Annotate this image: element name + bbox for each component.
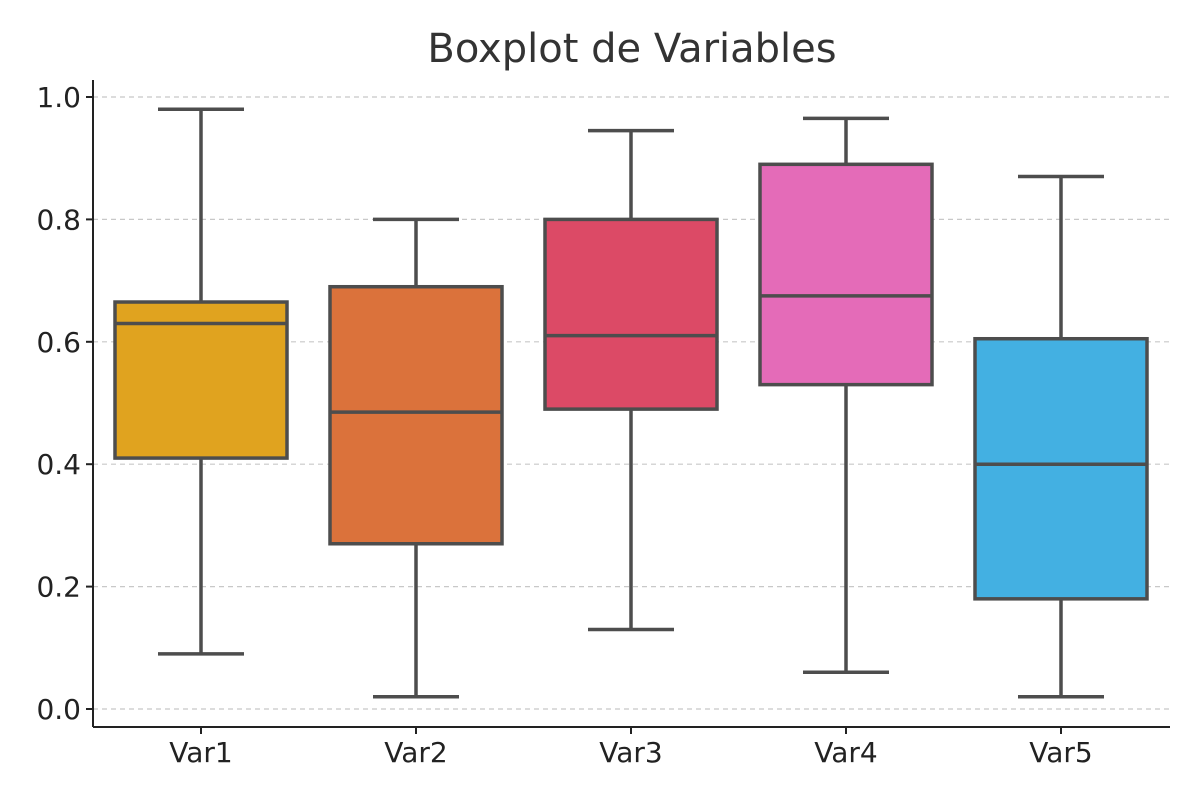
chart-title: Boxplot de Variables <box>427 26 836 72</box>
box-var5 <box>973 174 1149 699</box>
x-tick-label: Var2 <box>384 736 447 769</box>
box-var3 <box>543 128 719 632</box>
y-tick-label: 0.0 <box>36 693 81 726</box>
box-var1 <box>113 107 289 656</box>
y-tick-label: 0.2 <box>36 571 81 604</box>
iqr-box <box>543 217 719 411</box>
box-var4 <box>758 116 934 675</box>
x-tick-label: Var5 <box>1029 736 1092 769</box>
box-var2 <box>328 217 504 699</box>
boxes <box>113 107 1149 699</box>
x-tick-label: Var4 <box>814 736 877 769</box>
x-tick-label: Var3 <box>599 736 662 769</box>
iqr-box <box>758 162 934 387</box>
iqr-box <box>328 284 504 546</box>
iqr-box <box>973 336 1149 601</box>
y-tick-label: 0.4 <box>36 448 81 481</box>
x-tick-label: Var1 <box>169 736 232 769</box>
x-axis-ticks: Var1 Var2 Var3 Var4 Var5 <box>169 727 1093 769</box>
y-tick-label: 0.6 <box>36 326 81 359</box>
y-tick-label: 0.8 <box>36 203 81 236</box>
iqr-box <box>113 300 289 460</box>
y-tick-label: 1.0 <box>36 81 81 114</box>
y-axis-ticks: 0.0 0.2 0.4 0.6 0.8 1.0 <box>36 81 93 726</box>
